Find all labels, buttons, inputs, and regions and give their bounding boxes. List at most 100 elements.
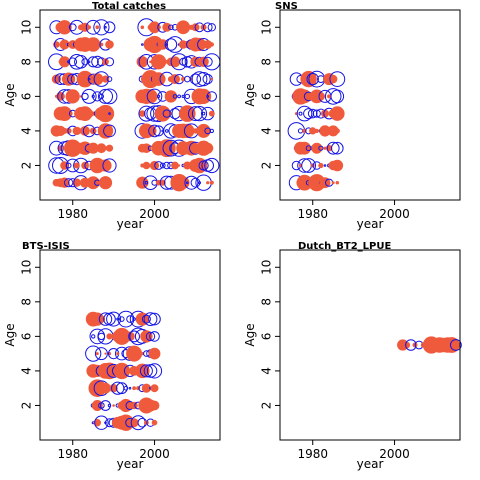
bubble-negative	[117, 310, 135, 328]
bubble-negative	[94, 415, 109, 430]
y-tick-label: 6	[20, 333, 34, 341]
bubble-negative	[186, 181, 189, 184]
bubble-negative	[69, 54, 85, 70]
bubble-positive	[171, 161, 179, 170]
bubble-positive	[210, 77, 214, 81]
bubble-positive	[87, 25, 92, 30]
bubble-negative	[104, 26, 107, 29]
bubble-negative	[172, 94, 178, 99]
y-tick-label: 10	[20, 20, 34, 35]
bubble-negative	[103, 21, 116, 34]
x-tick-label: 1980	[297, 207, 328, 221]
plot-frame	[39, 249, 221, 441]
bubble-positive	[151, 419, 158, 426]
bubble-positive	[206, 181, 210, 185]
bubble-negative	[318, 145, 324, 151]
bubble-negative	[296, 105, 313, 122]
bubble-negative	[74, 55, 88, 69]
bubble-negative	[204, 127, 212, 135]
bubble-positive	[176, 176, 190, 189]
bubble-positive	[311, 142, 323, 154]
bubble-positive	[196, 88, 212, 104]
bubble-positive	[162, 22, 172, 32]
bubble-negative	[87, 56, 99, 68]
bubble-positive	[116, 352, 120, 356]
bubble-negative	[331, 141, 344, 155]
bubble-positive	[209, 180, 214, 185]
bubble-positive	[106, 333, 113, 340]
bubble-positive	[65, 89, 80, 104]
plot-frame	[279, 249, 461, 441]
y-tick-label: 10	[260, 260, 274, 275]
y-tick-label: 2	[20, 162, 34, 170]
bubble-negative	[324, 88, 342, 105]
y-axis-label: Age	[243, 83, 257, 106]
bubble-negative	[307, 108, 318, 119]
bubble-negative	[154, 161, 164, 170]
bubble-negative	[330, 89, 345, 104]
bubble-positive	[178, 164, 181, 167]
bubble-positive	[57, 20, 72, 35]
bubble-positive	[105, 40, 114, 49]
bubble-negative	[297, 128, 304, 134]
bubble-negative	[97, 332, 106, 341]
bubble-negative	[191, 106, 208, 122]
bubble-negative	[148, 312, 161, 326]
bubble-positive	[64, 109, 73, 118]
bubble-positive	[164, 90, 178, 103]
y-axis-label: Age	[3, 83, 17, 106]
panel-bts-isis: BTS-ISIS 1980 2000 2 4 6 8 10 year Age	[3, 241, 221, 471]
bubbles	[397, 336, 462, 354]
bubble-negative	[168, 24, 174, 31]
bubble-positive	[159, 76, 166, 83]
bubble-positive	[98, 176, 113, 190]
panel-sns: SNS 1980 2000 2 4 6 8 10 year Age	[243, 1, 461, 231]
panel-title: SNS	[275, 1, 298, 12]
bubble-negative	[196, 72, 211, 87]
bubble-positive	[209, 42, 215, 47]
bubble-positive	[76, 70, 94, 88]
bubble-negative	[139, 364, 153, 378]
bubble-positive	[105, 144, 114, 152]
bubble-positive	[298, 141, 311, 155]
bubble-negative	[301, 158, 317, 173]
y-tick-label: 6	[260, 93, 274, 101]
panel-title: Total catches	[92, 1, 166, 12]
bubble-negative	[149, 331, 160, 342]
bubble-positive	[132, 386, 137, 391]
bubbles	[85, 310, 163, 431]
bubble-negative	[115, 382, 128, 395]
x-tick-label: 1980	[297, 447, 328, 461]
bubble-negative	[204, 157, 220, 174]
bubble-positive	[113, 362, 131, 380]
y-tick-label: 4	[20, 127, 34, 135]
bubble-positive	[149, 400, 160, 411]
x-axis-label: year	[357, 457, 384, 471]
y-tick-label: 8	[20, 298, 34, 306]
bubble-positive	[91, 73, 104, 86]
y-tick-label: 8	[20, 58, 34, 66]
bubble-negative	[85, 19, 101, 35]
bubble-positive	[95, 25, 100, 30]
bubble-negative	[201, 111, 206, 116]
bubbles	[287, 70, 346, 192]
bubble-positive	[95, 352, 99, 356]
bubble-negative	[198, 181, 201, 185]
bubble-positive	[144, 124, 157, 137]
y-axis-label: Age	[243, 323, 257, 346]
bubble-negative	[450, 339, 462, 351]
bubble-positive	[95, 42, 100, 47]
bubble-positive	[58, 56, 70, 68]
bubble-negative	[132, 317, 136, 321]
bubble-positive	[148, 347, 161, 360]
bubble-negative	[159, 162, 166, 169]
bubble-positive	[142, 161, 151, 170]
y-axis-label: Age	[3, 323, 17, 346]
bubble-negative	[202, 22, 213, 33]
bubble-negative	[146, 88, 163, 105]
bubble-negative	[190, 177, 201, 188]
bubble-negative	[312, 109, 321, 118]
bubble-positive	[185, 25, 190, 30]
plot-frame	[279, 9, 461, 201]
x-axis-label: year	[117, 457, 144, 471]
